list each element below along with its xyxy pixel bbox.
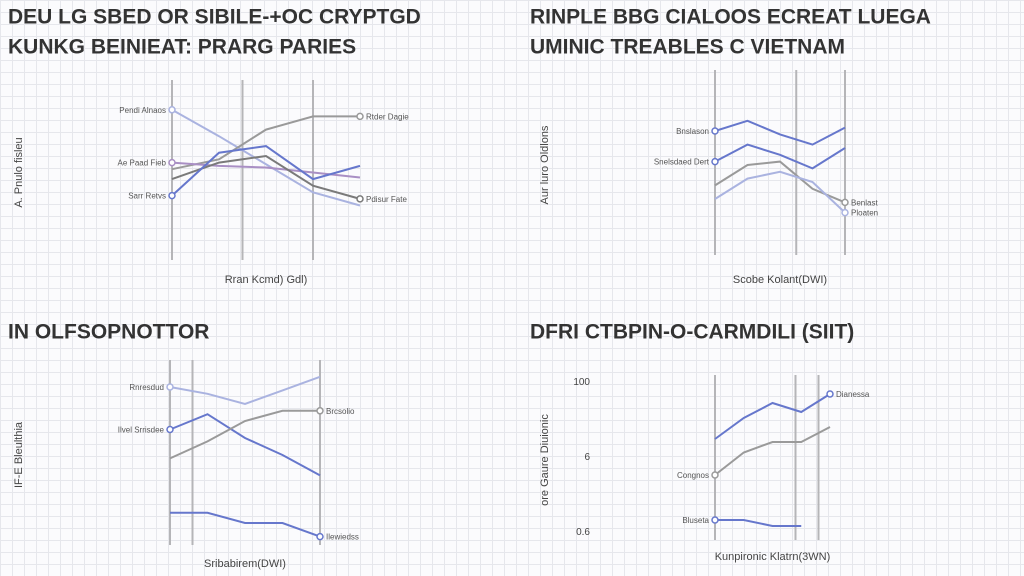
series-label: Rtder Dagie: [366, 112, 409, 121]
series-label: Bluseta: [682, 516, 709, 525]
annotation: 6: [584, 452, 590, 463]
x-axis-label: Kunpironic Klatrn(3WN): [715, 551, 831, 563]
series-label: Sarr Retvs: [128, 192, 166, 201]
series-label: Brcsolio: [326, 407, 355, 416]
series-point: [168, 106, 176, 114]
series-label: Ilvel Srrisdee: [118, 426, 165, 435]
chart-title: UMINIC TREABLES C VIETNAM: [530, 36, 845, 59]
series-point: [166, 383, 174, 391]
chart-panel: DFRI CTBPIN-O-CARMDILI (SIIT) Kunpironic …: [530, 321, 870, 563]
series-point: [826, 390, 834, 398]
series-label: Congnos: [677, 471, 709, 480]
series-line: [714, 426, 831, 476]
series-line: [169, 413, 321, 477]
series-line: [169, 409, 320, 460]
series-point: [711, 471, 719, 479]
chart-title: DEU LG SBED OR SIBILE-+OC CRYPTGD: [8, 6, 421, 29]
series-line: [714, 119, 846, 146]
y-axis-label: Aur luro Oldlons: [539, 125, 551, 204]
series-label: Dianessa: [836, 390, 870, 399]
y-axis-label: ore Gaure Diuionic: [539, 414, 551, 506]
series-point: [316, 407, 324, 415]
x-axis-label: Scobe Kolant(DWI): [733, 274, 827, 286]
series-label: Ae Paad Fieb: [118, 159, 167, 168]
series-line: [714, 393, 831, 440]
series-label: Benlast: [851, 198, 878, 207]
series-line: [714, 160, 846, 204]
y-axis-label: A. Pnulo fisleu: [13, 137, 25, 207]
series-line: [171, 108, 361, 207]
series-label: Ilewiedss: [326, 533, 359, 542]
annotation: 100: [573, 377, 590, 388]
series-label: Ploaten: [851, 209, 878, 218]
series-point: [711, 127, 719, 135]
series-point: [356, 195, 364, 203]
chart-title: IN OLFSOPNOTTOR: [8, 321, 209, 344]
series-point: [168, 158, 176, 167]
chart-title: DFRI CTBPIN-O-CARMDILI (SIIT): [530, 321, 854, 344]
series-line: [170, 511, 321, 538]
chart-title: KUNKG BEINIEAT: PRARG PARIES: [8, 36, 356, 59]
series-line: [714, 143, 846, 170]
series-point: [841, 198, 849, 207]
series-label: Snelsdaed Dert: [654, 158, 710, 167]
series-line: [714, 170, 846, 214]
annotation: 0.6: [576, 527, 590, 538]
series-point: [356, 112, 364, 121]
series-line: [171, 145, 361, 197]
y-axis-label: IF-E Bleulthia: [13, 421, 25, 488]
x-axis-label: Rran Kcmd) Gdl): [225, 274, 308, 286]
chart-panel: IN OLFSOPNOTTOR Sribabirem(DWI) IF-E Bleul…: [8, 321, 359, 570]
series-label: Pdisur Fate: [366, 195, 407, 204]
series-point: [168, 191, 176, 200]
series-point: [316, 532, 324, 541]
series-line: [169, 375, 321, 406]
series-label: Bnslason: [676, 127, 709, 136]
chart-title: RINPLE BBG CIALOOS ECREAT LUEGA: [530, 6, 931, 29]
series-line: [171, 115, 360, 171]
x-axis-label: Sribabirem(DWI): [204, 558, 286, 570]
series-label: Pendi Alnaos: [119, 106, 166, 115]
series-label: Rnresdud: [129, 383, 164, 392]
series-point: [841, 208, 849, 217]
chart-panel: RINPLE BBG CIALOOS ECREAT LUEGA UMINIC TR…: [530, 6, 931, 286]
series-point: [711, 157, 719, 166]
chart-panel: DEU LG SBED OR SIBILE-+OC CRYPTGD KUNKG B…: [8, 6, 421, 286]
series-point: [711, 516, 719, 524]
series-line: [715, 519, 802, 527]
series-point: [166, 425, 174, 434]
